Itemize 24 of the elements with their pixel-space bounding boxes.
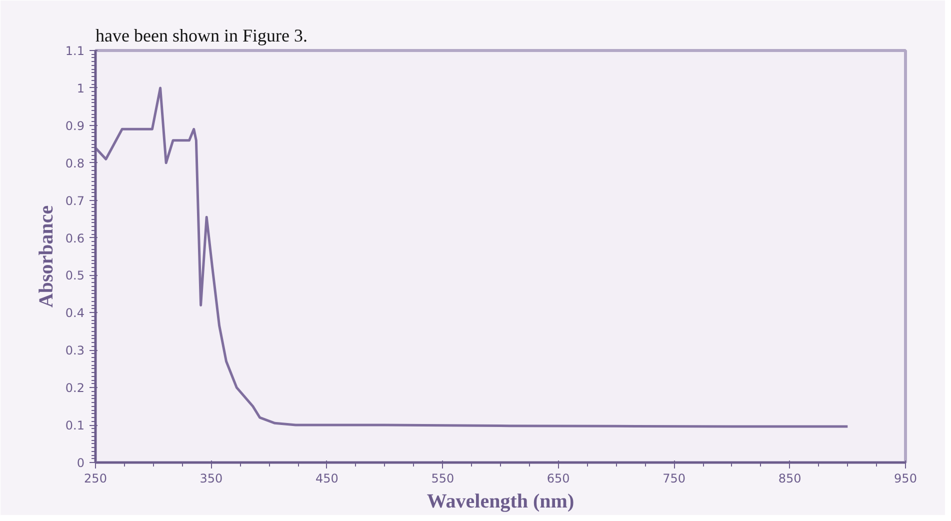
x-tick-label: 550 xyxy=(431,472,454,486)
y-tick-label: 0.8 xyxy=(65,156,85,170)
y-tick-label: 0.7 xyxy=(65,194,85,208)
y-tick-label: 0.9 xyxy=(65,118,85,133)
y-axis-title: Absorbance xyxy=(35,205,58,308)
x-tick-label: 950 xyxy=(894,472,917,486)
x-tick-label: 350 xyxy=(200,472,223,486)
x-tick-label: 450 xyxy=(315,472,338,486)
x-axis-title: Wavelength (nm) xyxy=(426,490,574,512)
y-tick-label: 1.1 xyxy=(65,44,85,58)
x-tick-label: 250 xyxy=(84,472,107,486)
y-tick-label: 1 xyxy=(76,81,85,96)
x-tick-label: 850 xyxy=(778,472,802,486)
y-tick-label: 0.4 xyxy=(65,306,85,320)
y-tick-label: 0.3 xyxy=(65,344,85,358)
line-series xyxy=(96,86,849,428)
text: have been shown in Figure 3. xyxy=(96,26,308,46)
x-tick-label: 650 xyxy=(546,472,570,486)
y-tick-label: 0.2 xyxy=(65,381,85,396)
y-tick-label: 0.1 xyxy=(65,418,85,433)
y-tick-label: 0 xyxy=(76,456,85,470)
y-tick-label: 0.5 xyxy=(65,268,85,283)
y-tick-label: 0.6 xyxy=(65,231,85,246)
x-tick-label: 750 xyxy=(662,472,686,486)
